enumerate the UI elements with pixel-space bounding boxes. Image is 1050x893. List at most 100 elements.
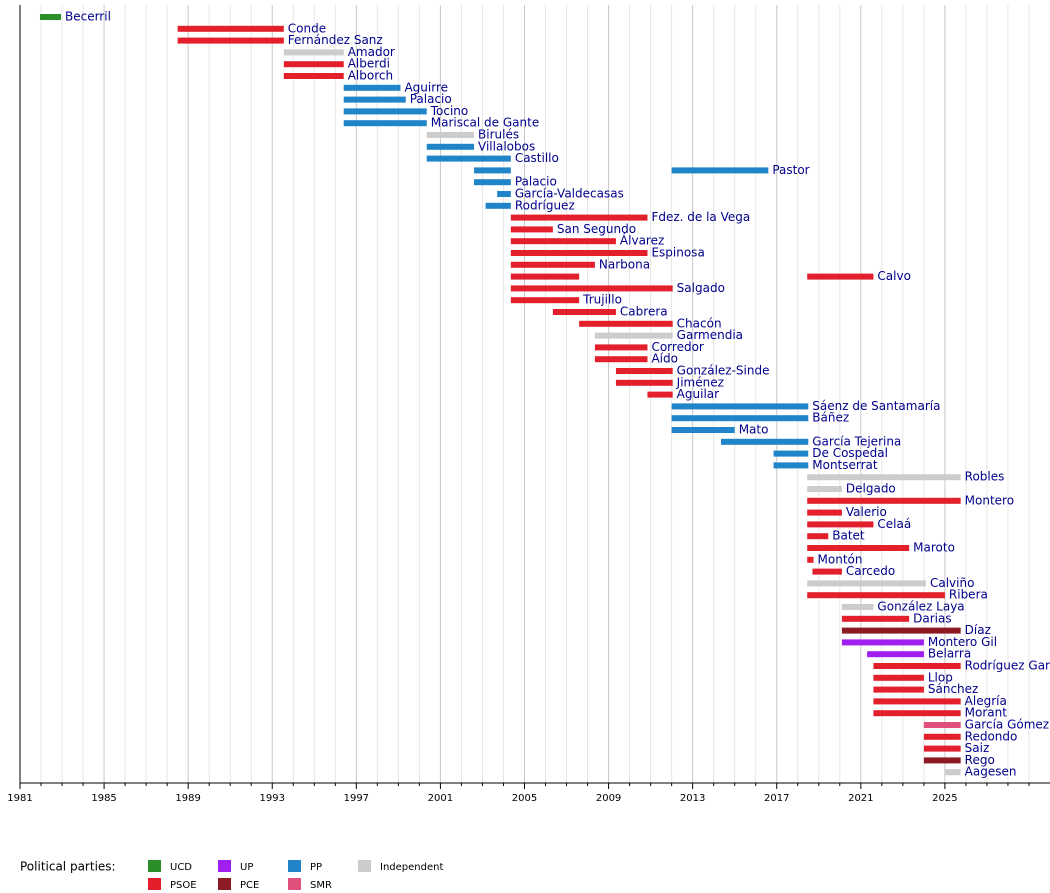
minister-label: Rodríguez Gar [965,659,1050,673]
term-bar [426,132,475,138]
term-bar [177,37,284,44]
term-bar [343,96,406,103]
term-bar [510,214,648,221]
term-bar [873,686,924,693]
term-bar [841,639,924,646]
minister-label: Chacón [677,316,722,330]
minister-label: Cabrera [620,305,668,319]
minister-label: Fdez. de la Vega [651,210,750,224]
minister-label: Montserrat [812,458,878,472]
minister-label: Villalobos [478,139,535,153]
legend-label: UP [240,862,253,873]
legend-swatch [148,860,161,872]
term-bar [510,250,648,256]
minister-label: Garmendia [677,328,743,342]
term-bar [807,273,874,280]
minister-label: Alborch [348,69,393,83]
term-bar [807,474,961,481]
minister-label: Robles [965,470,1005,484]
minister-label: Montero Gil [928,635,997,649]
term-bar [343,120,427,127]
minister-label: Sánchez [928,682,978,696]
minister-label: Valerio [846,505,887,519]
term-bar [873,663,961,669]
minister-label: González-Sinde [677,364,770,378]
x-tick-label: 2025 [932,793,957,804]
term-bar [510,297,580,304]
minister-label: Sáenz de Santamaría [812,399,940,413]
term-bar [873,710,961,717]
term-bar [497,191,511,197]
legend-swatch [218,860,231,872]
term-bar [923,733,961,740]
minister-label: Amador [348,45,395,59]
legend-swatch [148,878,161,890]
minister-label: Saiz [965,741,990,755]
term-bar [552,309,616,315]
term-bar [343,108,427,115]
legend-title: Political parties: [20,860,116,874]
term-bar [579,320,673,327]
x-tick-label: 2017 [764,793,789,804]
minister-label: Pastor [772,163,809,177]
minister-label: Trujillo [582,293,622,307]
minister-label: García Gómez [965,718,1049,732]
x-tick-label: 1985 [91,793,116,804]
term-bar [615,368,673,374]
minister-label: Ribera [949,588,988,602]
legend-label: PSOE [170,880,197,891]
minister-label: Palacio [410,92,452,106]
term-bar [867,651,924,658]
legend-swatch [218,878,231,890]
minister-label: Montero [965,493,1014,507]
term-bar [721,438,809,445]
minister-label: Narbona [599,257,650,271]
minister-label: Jiménez [676,375,724,389]
minister-label: García-Valdecasas [515,187,624,201]
term-bar [510,226,553,233]
minister-label: García Tejerina [812,434,901,448]
minister-label: Díaz [965,623,991,637]
minister-label: Redondo [965,729,1018,743]
term-bar [841,604,874,610]
minister-label: Calviño [930,576,974,590]
x-tick-label: 2013 [680,793,705,804]
term-bar [647,391,673,398]
minister-label: De Cospedal [812,446,888,460]
term-bar [283,49,344,56]
term-bar [944,769,961,776]
minister-label: Rodríguez [515,198,575,212]
term-bar [923,745,961,752]
x-tick-label: 1981 [7,793,32,804]
minister-label: Belarra [928,647,971,661]
term-bar [594,332,673,339]
term-bar [671,427,735,433]
legend-label: UCD [170,862,192,873]
legend-label: Independent [380,862,443,873]
x-tick-label: 2005 [512,793,537,804]
minister-label: Aagesen [965,765,1017,779]
term-bar [39,14,61,20]
minister-label: Castillo [515,151,559,165]
term-bar [594,344,648,351]
minister-label: Birulés [478,128,519,142]
term-bar [510,261,595,268]
term-bar [615,379,673,386]
minister-label: Delgado [846,482,896,496]
term-bar [807,592,945,599]
minister-label: Celaá [877,517,911,531]
minister-label: Becerril [65,10,111,24]
legend-label: PP [310,862,322,873]
minister-label: Espinosa [651,246,704,260]
minister-label: Aguirre [404,80,448,94]
minister-label: Álvarez [620,233,664,248]
term-bar [343,84,401,91]
minister-label: Batet [832,529,865,543]
term-bar [807,545,910,551]
term-bar [773,450,809,457]
term-bar [773,462,809,469]
term-bar [485,202,511,209]
legend-label: SMR [310,880,332,891]
minister-label: Corredor [651,340,703,354]
